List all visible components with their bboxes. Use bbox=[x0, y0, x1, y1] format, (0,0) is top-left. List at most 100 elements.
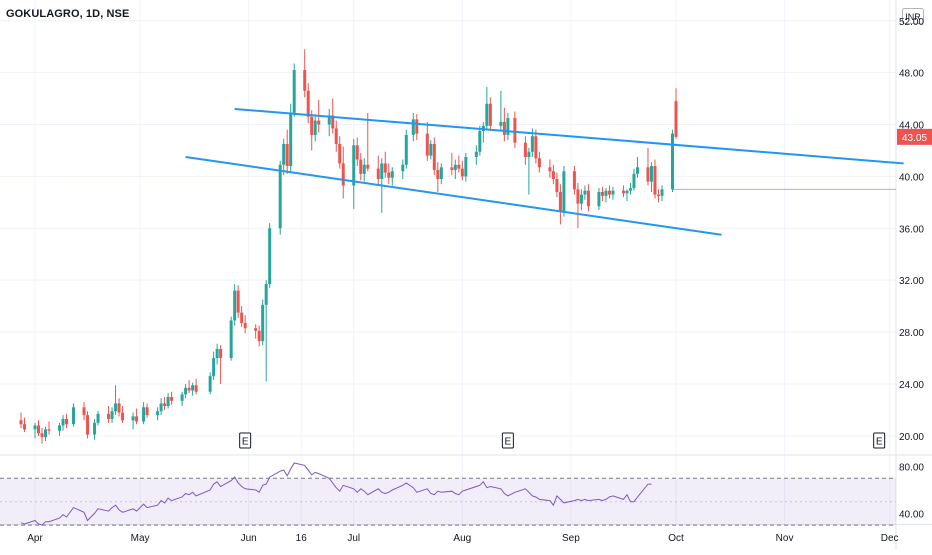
candle bbox=[562, 166, 566, 217]
candle-body bbox=[285, 143, 289, 167]
candle bbox=[170, 391, 174, 405]
time-tick-label: 16 bbox=[296, 533, 308, 544]
candle bbox=[114, 385, 118, 416]
candle bbox=[142, 402, 146, 425]
candle bbox=[121, 406, 125, 423]
candle bbox=[40, 428, 44, 444]
candle bbox=[551, 164, 555, 185]
candle bbox=[145, 403, 149, 418]
candle bbox=[236, 285, 240, 318]
candle bbox=[558, 184, 562, 225]
lower-trendline bbox=[185, 155, 722, 236]
price-tick-label: 36.00 bbox=[899, 224, 924, 235]
candle bbox=[586, 184, 590, 212]
candle bbox=[292, 63, 296, 117]
time-tick-label: May bbox=[131, 533, 150, 544]
candle bbox=[656, 189, 660, 203]
candle bbox=[33, 422, 37, 439]
candle bbox=[450, 153, 454, 176]
candle-body bbox=[184, 387, 188, 395]
candle bbox=[572, 166, 576, 195]
rsi-tick-label: 80.00 bbox=[899, 463, 924, 474]
candle bbox=[362, 158, 366, 182]
time-tick-label: Nov bbox=[776, 533, 794, 544]
symbol-title: GOKULAGRO, 1D, NSE bbox=[6, 8, 130, 20]
time-tick-label: Jun bbox=[241, 533, 257, 544]
candle bbox=[502, 107, 506, 142]
candle bbox=[460, 160, 464, 181]
candle bbox=[187, 380, 191, 394]
candle-body bbox=[499, 121, 503, 126]
candle-body bbox=[47, 429, 51, 431]
candle-body bbox=[625, 190, 629, 194]
candle bbox=[61, 415, 65, 431]
candle-body bbox=[674, 101, 678, 137]
candle-body bbox=[359, 159, 363, 174]
candle-body bbox=[478, 131, 482, 152]
candle-body bbox=[534, 136, 538, 159]
candle-body bbox=[166, 396, 170, 407]
candle-body bbox=[432, 143, 436, 170]
candle bbox=[436, 162, 440, 192]
candle bbox=[215, 343, 219, 365]
candle bbox=[352, 138, 356, 209]
earnings-marker-box bbox=[873, 432, 886, 449]
candle bbox=[194, 378, 198, 395]
candle-body bbox=[212, 358, 216, 377]
candle bbox=[376, 155, 380, 186]
candle-body bbox=[93, 422, 97, 435]
time-tick-label: Sep bbox=[562, 533, 580, 544]
candle-body bbox=[135, 416, 139, 422]
candle-body bbox=[110, 411, 114, 419]
candle bbox=[404, 129, 408, 169]
candle-body bbox=[670, 133, 674, 190]
last-price-badge bbox=[897, 128, 932, 145]
candle-body bbox=[653, 166, 657, 195]
candle bbox=[135, 408, 139, 425]
candle-body bbox=[257, 330, 261, 342]
candle-body bbox=[82, 407, 86, 416]
candle-body bbox=[40, 433, 44, 438]
candle-body bbox=[660, 189, 664, 196]
candle-body bbox=[537, 158, 541, 168]
candle-body bbox=[317, 120, 321, 125]
candle-body bbox=[114, 403, 118, 412]
candle bbox=[338, 136, 342, 169]
candle-body bbox=[429, 143, 433, 156]
candle-body bbox=[411, 119, 415, 135]
currency-label: INR bbox=[905, 12, 921, 22]
candle bbox=[243, 315, 247, 334]
candle bbox=[19, 412, 23, 429]
candle-body bbox=[607, 190, 611, 195]
candle bbox=[306, 83, 310, 124]
price-tick-label: 32.00 bbox=[899, 276, 924, 287]
candle-body bbox=[415, 119, 419, 134]
candle bbox=[58, 422, 62, 436]
candle bbox=[166, 393, 170, 409]
candle-body bbox=[436, 169, 440, 180]
candle bbox=[82, 402, 86, 421]
candle bbox=[156, 407, 160, 421]
candle bbox=[607, 185, 611, 199]
candle-body bbox=[261, 304, 265, 342]
candle-body bbox=[383, 163, 387, 173]
candle bbox=[513, 111, 517, 148]
candle bbox=[303, 49, 307, 98]
candle bbox=[635, 156, 639, 178]
candle bbox=[383, 151, 387, 178]
candle bbox=[611, 186, 615, 200]
candle bbox=[93, 418, 97, 440]
price-tick-label: 40.00 bbox=[899, 172, 924, 183]
candle-body bbox=[331, 115, 335, 129]
candle bbox=[96, 411, 100, 426]
candle bbox=[527, 147, 531, 195]
candle-body bbox=[548, 167, 552, 172]
candle-body bbox=[656, 194, 660, 196]
time-axis: Apr May Jun 16 Jul Aug Sep Oct Nov Dec bbox=[27, 533, 898, 544]
candle bbox=[184, 383, 188, 399]
candle bbox=[411, 112, 415, 142]
candle-body bbox=[341, 163, 345, 186]
candle bbox=[649, 162, 653, 192]
